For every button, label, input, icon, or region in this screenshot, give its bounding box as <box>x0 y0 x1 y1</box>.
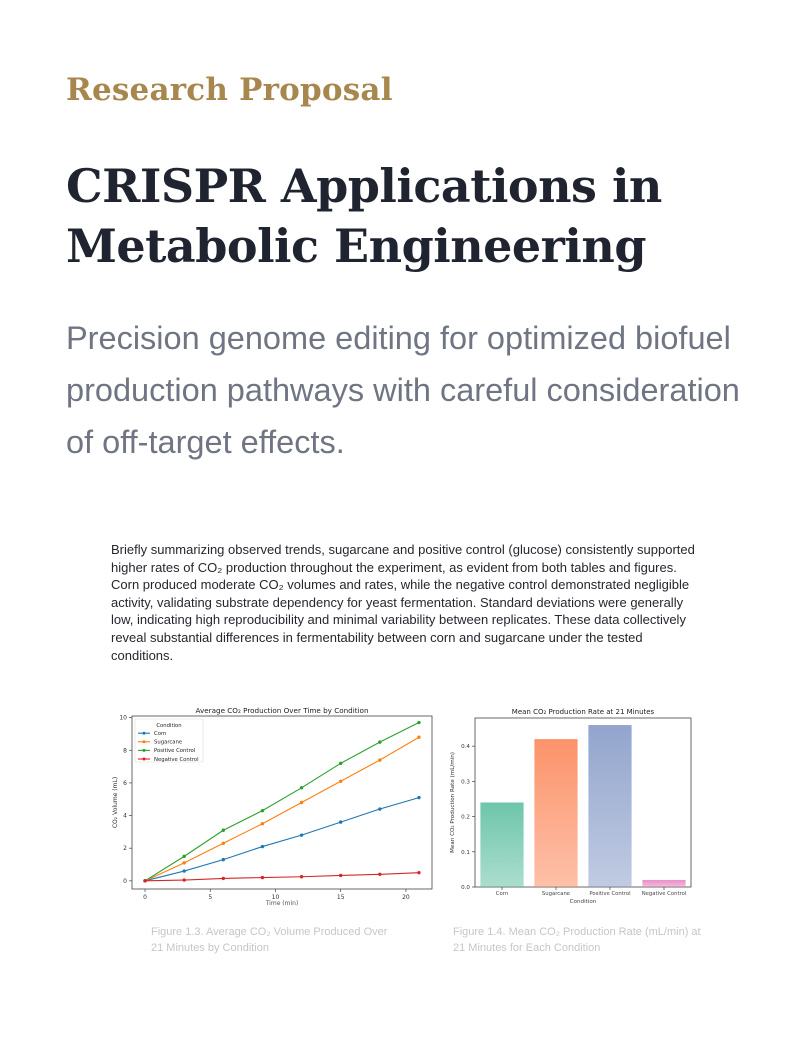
data-point <box>260 808 265 813</box>
bar-corn <box>480 802 524 887</box>
x-axis-label: Condition <box>570 899 597 905</box>
data-point <box>221 841 226 846</box>
y-tick-label: 0.0 <box>461 885 470 891</box>
x-tick-label: Sugarcane <box>542 891 570 897</box>
data-point <box>338 873 343 878</box>
legend-entry: Corn <box>154 731 166 737</box>
data-point <box>378 807 382 811</box>
y-tick-label: 4 <box>123 813 127 820</box>
y-tick-label: 0 <box>123 878 127 885</box>
y-axis-label: Mean CO₂ Production Rate (mL/min) <box>450 752 456 853</box>
legend-entry: Negative Control <box>154 757 199 763</box>
data-point <box>417 720 421 725</box>
legend-box <box>134 718 204 763</box>
bar-chart: Mean CO₂ Production Rate at 21 Minutes 0.… <box>450 708 692 905</box>
y-tick-label: 0.4 <box>461 744 470 750</box>
data-point <box>378 740 382 744</box>
x-tick-label: Negative Control <box>642 891 687 897</box>
y-tick-label: 0.1 <box>461 850 470 856</box>
legend-swatch-marker <box>142 731 146 735</box>
series-line-corn <box>144 797 420 882</box>
data-point <box>299 800 304 805</box>
line-chart-figure: Average CO₂ Production Over Time by Cond… <box>110 702 440 910</box>
legend-entry: Sugarcane <box>154 740 182 746</box>
x-tick-label: Positive Control <box>589 891 630 897</box>
x-tick-label: 15 <box>337 894 345 901</box>
document-eyebrow: Research Proposal <box>66 72 393 108</box>
y-axis-label: CO₂ Volume (mL) <box>112 777 119 828</box>
legend-entry: Positive Control <box>154 748 195 754</box>
data-point <box>378 872 382 877</box>
series-line-negative-control <box>145 872 419 882</box>
data-point <box>182 861 186 865</box>
x-tick-label: 20 <box>402 894 410 901</box>
series-line-positive-control <box>144 722 420 882</box>
y-tick-label: 6 <box>123 780 127 787</box>
x-tick-label: 0 <box>143 894 147 901</box>
x-tick-label: 10 <box>272 894 280 901</box>
bar-positive-control <box>588 725 632 887</box>
legend-swatch-marker <box>142 757 146 761</box>
series-line-sugarcane <box>144 736 420 882</box>
figure-caption-1-4: Figure 1.4. Mean CO₂ Production Rate (mL… <box>453 926 701 954</box>
data-point <box>378 758 382 762</box>
y-tick-label: 10 <box>119 715 127 722</box>
legend-swatch-marker <box>142 748 146 752</box>
y-tick-label: 0.3 <box>461 779 470 785</box>
legend-swatch-marker <box>142 740 146 744</box>
data-point <box>417 870 421 875</box>
line-chart-legend: Condition Corn Sugarcane Positive Control Ne… <box>134 718 204 763</box>
data-point <box>182 869 186 873</box>
y-tick-label: 8 <box>123 747 127 754</box>
data-point <box>299 875 304 879</box>
bar-chart-title: Mean CO₂ Production Rate at 21 Minutes <box>512 708 655 716</box>
data-point <box>338 820 343 824</box>
x-tick-label: 5 <box>208 894 212 901</box>
bar-sugarcane <box>534 739 578 887</box>
legend-title: Condition <box>156 723 181 729</box>
figure-caption-1-3: Figure 1.3. Average CO₂ Volume Produced … <box>151 926 388 954</box>
bar-negative-control <box>642 879 686 887</box>
data-point <box>143 879 147 883</box>
data-point <box>182 854 186 859</box>
document-title: CRISPR Applications in Metabolic Enginee… <box>66 159 662 273</box>
data-point <box>182 878 186 882</box>
data-point <box>221 876 226 881</box>
data-point <box>221 857 226 862</box>
data-point <box>417 735 421 739</box>
data-point <box>260 875 265 880</box>
bar-chart-frame <box>474 717 692 888</box>
data-point <box>338 779 343 783</box>
data-point <box>221 828 226 832</box>
data-point <box>417 795 421 800</box>
data-point <box>299 786 304 790</box>
x-axis-label: Time (min) <box>265 900 299 907</box>
x-tick-label: Corn <box>496 891 508 897</box>
bar-chart-figure: Mean CO₂ Production Rate at 21 Minutes 0.… <box>445 702 695 910</box>
line-chart-frame <box>131 715 433 890</box>
data-point <box>338 761 343 766</box>
y-tick-label: 2 <box>123 845 127 852</box>
data-point <box>260 844 265 849</box>
data-point <box>260 822 265 826</box>
line-chart-title: Average CO₂ Production Over Time by Cond… <box>195 706 368 715</box>
data-point <box>299 833 304 837</box>
summary-paragraph: Briefly summarizing observed trends, sug… <box>111 542 695 663</box>
line-chart: Average CO₂ Production Over Time by Cond… <box>112 706 433 907</box>
document-subtitle: Precision genome editing for optimized b… <box>66 320 740 460</box>
y-tick-label: 0.2 <box>461 815 470 821</box>
